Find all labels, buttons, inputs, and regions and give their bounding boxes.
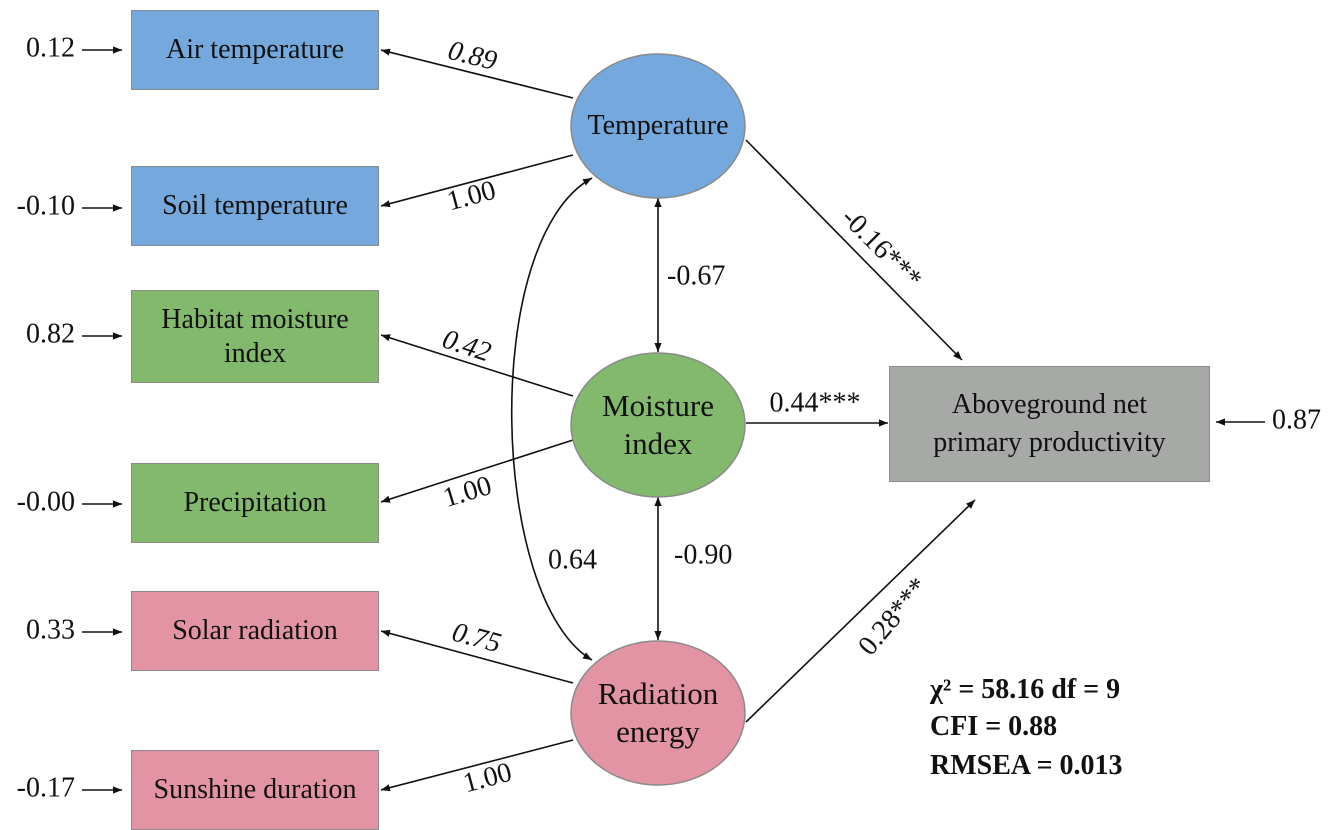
error-value: 0.82 [26,318,75,349]
error-value: 0.87 [1272,404,1321,435]
error-value: 0.12 [26,32,75,63]
latent-node [570,352,746,498]
indicator-box: Sunshine duration [131,750,379,830]
fit-statistic: CFI = 0.88 [930,711,1058,742]
latent-label: Radiation energy [597,676,719,749]
error-value: 0.33 [26,614,75,645]
correlation: 0.64 [548,544,597,575]
correlation: -0.90 [674,539,732,570]
error-value: -0.17 [17,772,75,803]
latent-label: Temperature [587,110,729,141]
indicator-box: Habitat moisture index [131,290,379,383]
latent-node [570,640,746,786]
indicator-box: Solar radiation [131,591,379,671]
fit-statistic: χ² = 58.16 df = 9 [930,674,1121,705]
fit-statistic: RMSEA = 0.013 [930,750,1123,781]
path-coefficient: -0.16*** [835,202,928,295]
error-value: -0.10 [17,190,75,221]
indicator-box: Air temperature [131,10,379,90]
indicator-box: Soil temperature [131,166,379,246]
latent-node [570,53,746,199]
arrows [82,46,1265,794]
loading: 0.89 [445,35,500,77]
loading: 1.00 [460,757,515,800]
loading: 1.00 [439,470,495,514]
path-coefficient: 0.44*** [770,387,861,418]
loading: 1.00 [444,175,499,218]
latent-label: Moisture index [602,388,714,461]
correlation: -0.67 [667,260,725,291]
indicator-box: Precipitation [131,463,379,543]
error-value: -0.00 [17,486,75,517]
loading: 0.75 [449,617,504,660]
outcome-box: Aboveground net primary productivity [889,366,1210,482]
path-coefficient: 0.28*** [852,572,934,662]
loading: 0.42 [439,324,495,369]
